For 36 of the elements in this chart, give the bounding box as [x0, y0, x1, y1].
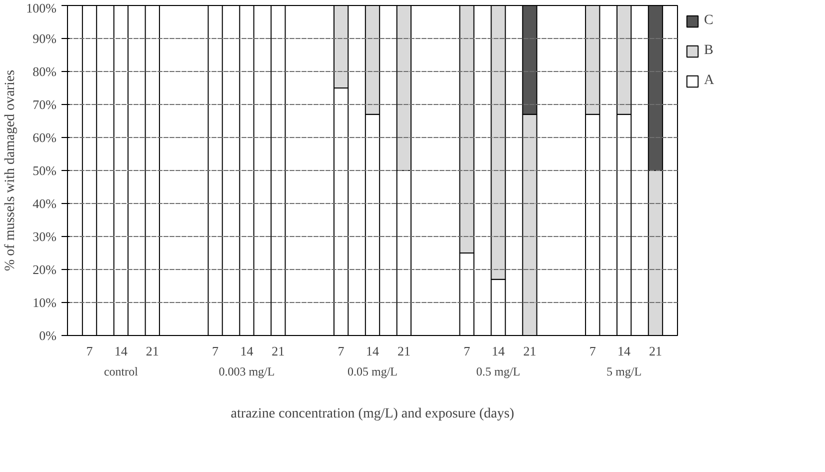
x-tick-label: 14: [492, 344, 506, 358]
text: 0.05 mg/L: [348, 364, 398, 378]
y-tick-label: 0%: [39, 328, 57, 343]
y-tick-label: 70%: [32, 97, 57, 112]
x-tick-label: 7: [464, 344, 471, 358]
x-tick-label: 21: [523, 344, 536, 358]
text: 5 mg/L: [606, 364, 642, 378]
y-tick-label: 30%: [32, 229, 57, 244]
text: 0.003 mg/L: [218, 364, 275, 378]
x-tick-label: 7: [212, 344, 220, 358]
y-tick-label: 40%: [32, 196, 57, 211]
legend-label: B: [704, 43, 714, 59]
y-tick-label: 60%: [32, 130, 57, 145]
y-tick-label: 90%: [32, 31, 57, 46]
x-tick-label: 21: [648, 344, 662, 358]
legend-label: C: [704, 13, 714, 29]
x-tick-label: 7: [338, 344, 345, 358]
y-tick-label: 80%: [32, 64, 57, 79]
x-tick-label: 7: [86, 344, 94, 358]
y-tick-label: 100%: [26, 0, 57, 16]
x-tick-label: 14: [618, 344, 632, 358]
x-tick-label: 14: [114, 344, 128, 358]
x-tick-label: 14: [240, 344, 254, 358]
y-tick-label: 20%: [32, 262, 57, 277]
x-tick-label: 21: [397, 344, 410, 358]
x-tick-label: 7: [589, 344, 596, 358]
legend-label: A: [704, 73, 714, 89]
x-axis-title: atrazine concentration (mg/L) and exposure (days): [230, 406, 515, 422]
text: control: [104, 364, 139, 378]
y-tick-label: 50%: [32, 163, 57, 178]
x-tick-label: 21: [272, 344, 285, 358]
x-tick-label: 14: [366, 344, 380, 358]
y-axis-title: % of mussels with damaged ovaries: [3, 70, 18, 272]
y-tick-label: 10%: [32, 295, 57, 310]
x-tick-label: 21: [146, 344, 159, 358]
text: 0.5 mg/L: [476, 364, 520, 378]
